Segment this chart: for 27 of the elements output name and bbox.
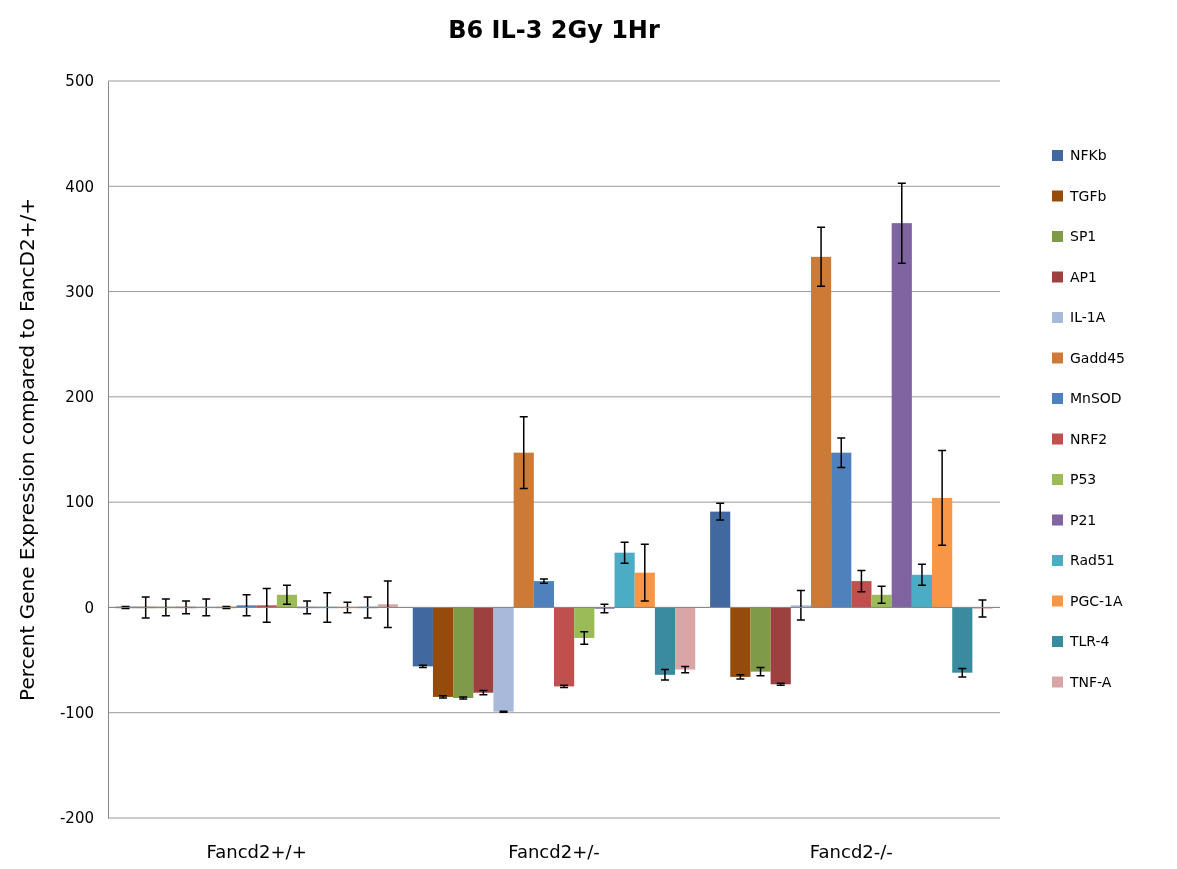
legend-label: Rad51 [1070, 552, 1115, 568]
y-tick-label: 100 [65, 493, 94, 512]
legend-label: MnSOD [1070, 390, 1122, 406]
legend-label: AP1 [1070, 268, 1097, 285]
y-tick-label: 500 [65, 72, 94, 91]
legend-label: IL-1A [1070, 309, 1106, 325]
legend-label: P53 [1070, 471, 1097, 487]
y-tick-label: 300 [65, 282, 94, 301]
legend-label: Gadd45 [1070, 349, 1126, 366]
legend-label: P21 [1070, 511, 1097, 528]
y-tick-label: 400 [65, 177, 94, 196]
x-tick-label: Fancd2+/+ [206, 841, 307, 862]
legend-label: PGC-1A [1070, 592, 1124, 609]
x-tick-label: Fancd2-/- [809, 841, 893, 862]
legend-label: NFKb [1070, 147, 1107, 163]
legend-label: TLR-4 [1069, 633, 1110, 649]
legend-label: SP1 [1070, 228, 1097, 244]
legend-label: NRF2 [1070, 430, 1108, 447]
y-tick-label: 200 [65, 388, 94, 407]
y-tick-label: -100 [59, 704, 94, 723]
y-axis-title: Percent Gene Expression compared to FancD2+/+ [15, 198, 39, 701]
chart-title: B6 IL-3 2Gy 1Hr [448, 16, 660, 44]
y-tick-label: -200 [59, 809, 94, 828]
legend-label: TGFb [1069, 187, 1107, 204]
x-tick-label: Fancd2+/- [508, 841, 600, 862]
legend-label: TNF-A [1069, 673, 1112, 690]
y-tick-label: 0 [84, 598, 94, 617]
